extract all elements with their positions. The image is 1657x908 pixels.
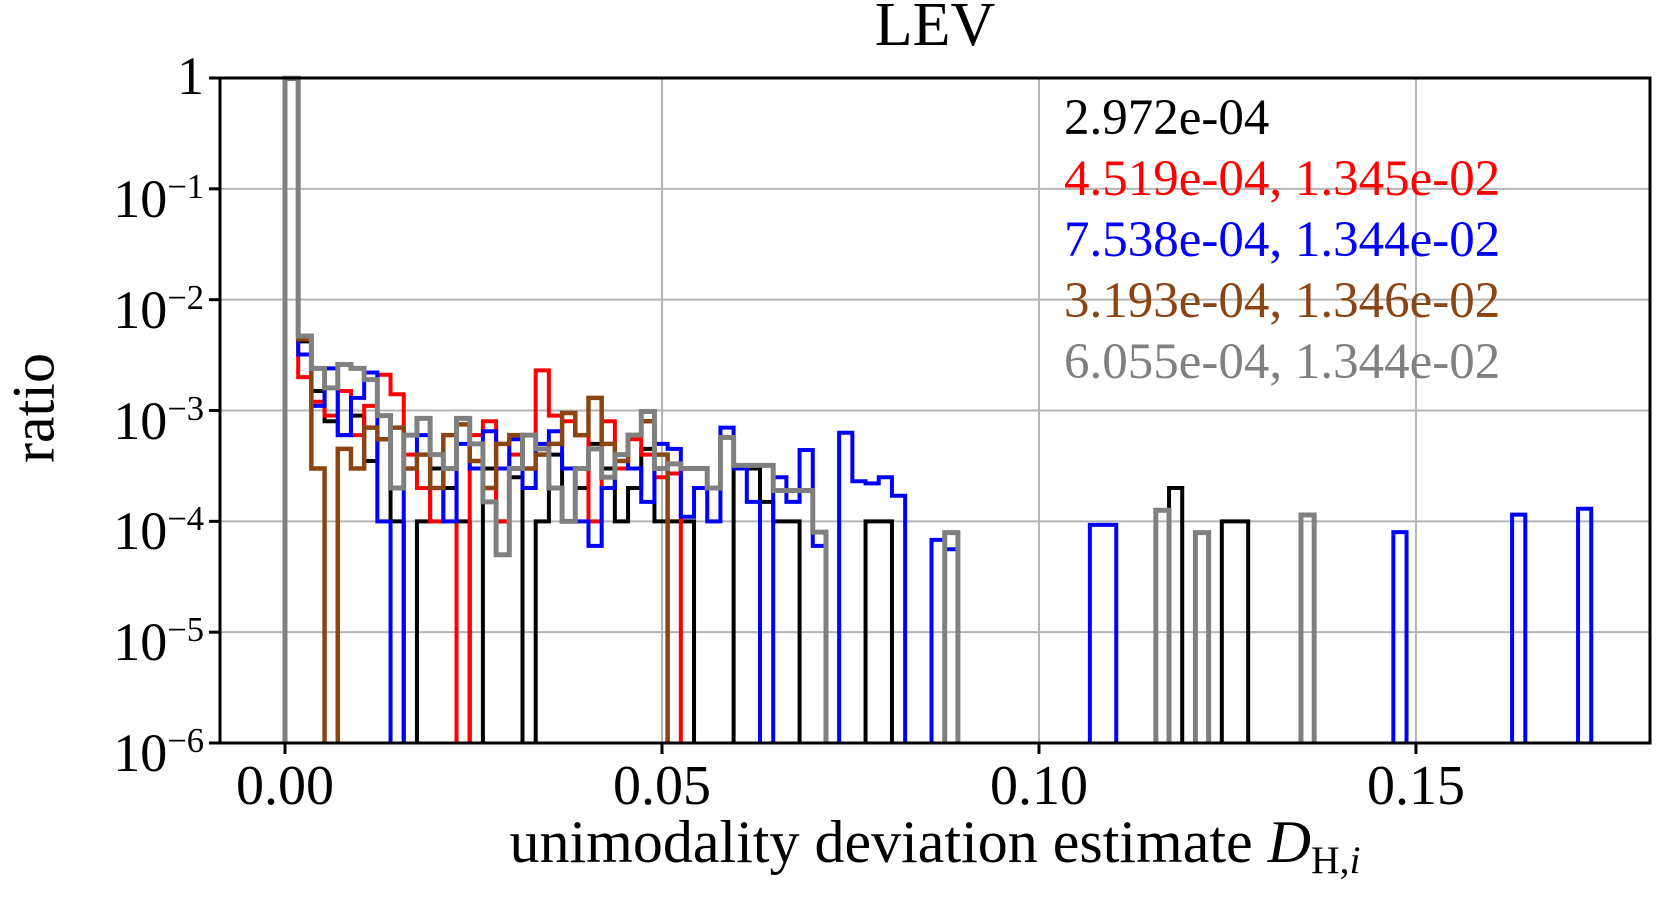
legend-entry-brown: 3.193e-04, 1.346e-02 [1064, 273, 1501, 329]
plot-title: LEV [874, 0, 996, 59]
x-axis-label-text: unimodality deviation estimate [509, 809, 1268, 875]
hist-series-blue [282, 76, 1594, 743]
y-tick-label: 10−5 [113, 611, 204, 673]
legend-entry-black: 2.972e-04 [1064, 90, 1270, 146]
y-tick-label: 10−4 [113, 500, 204, 562]
x-axis-label: unimodality deviation estimate DH,i [220, 808, 1650, 883]
x-tick-label: 0.05 [612, 755, 711, 817]
y-tick-label: 10−6 [113, 722, 204, 783]
hist-series-gray [282, 75, 1317, 743]
legend: 2.972e-04 4.519e-04, 1.345e-02 7.538e-04… [1064, 88, 1500, 393]
x-axis-label-variable: D [1267, 809, 1312, 875]
x-tick-label: 0.00 [235, 755, 334, 817]
x-axis-label-subscript: H,i [1311, 838, 1361, 883]
legend-entry-red: 4.519e-04, 1.345e-02 [1064, 151, 1501, 207]
y-tick-label: 10−2 [113, 278, 204, 340]
x-tick-label: 0.10 [989, 755, 1088, 817]
y-tick-label: 10−3 [113, 389, 204, 451]
y-tick-label: 1 [177, 46, 204, 106]
x-tick-label: 0.15 [1366, 755, 1465, 817]
legend-entry-blue: 7.538e-04, 1.344e-02 [1064, 212, 1501, 268]
hist-series-brown [282, 76, 670, 743]
legend-entry-gray: 6.055e-04, 1.344e-02 [1064, 334, 1501, 390]
y-tick-label: 10−1 [113, 167, 204, 229]
